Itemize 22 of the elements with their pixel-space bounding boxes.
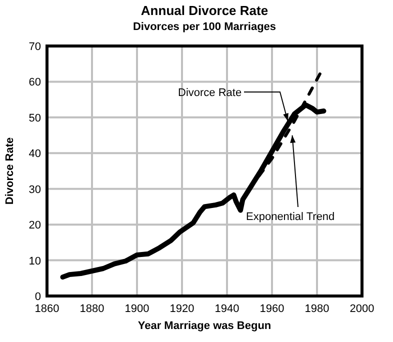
- x-tick-label: 2000: [350, 303, 374, 315]
- chart-subtitle: Divorces per 100 Marriages: [132, 21, 276, 33]
- x-axis-title: Year Marriage was Begun: [138, 320, 272, 332]
- x-tick-label: 1960: [260, 303, 284, 315]
- y-tick-label: 60: [28, 76, 41, 89]
- y-tick-label: 30: [28, 184, 41, 196]
- x-tick-label: 1940: [214, 303, 240, 315]
- x-tick-label: 1920: [170, 303, 194, 315]
- chart-title: Annual Divorce Rate: [140, 3, 268, 18]
- x-tick-label: 1980: [304, 303, 330, 315]
- y-tick-label: 40: [28, 148, 41, 160]
- annotation: Exponential Trend: [246, 211, 335, 223]
- y-tick-label: 10: [28, 255, 41, 268]
- x-tick-label: 1880: [80, 303, 104, 315]
- annotation: Divorce Rate: [178, 87, 242, 99]
- x-tick-label: 1900: [124, 303, 150, 315]
- y-tick-label: 70: [28, 41, 41, 53]
- x-tick-label: 1860: [34, 303, 60, 315]
- y-tick-label: 50: [28, 112, 41, 124]
- y-tick-label: 0: [34, 291, 41, 303]
- y-axis-title: Divorce Rate: [4, 137, 16, 205]
- y-tick-label: 20: [28, 220, 41, 232]
